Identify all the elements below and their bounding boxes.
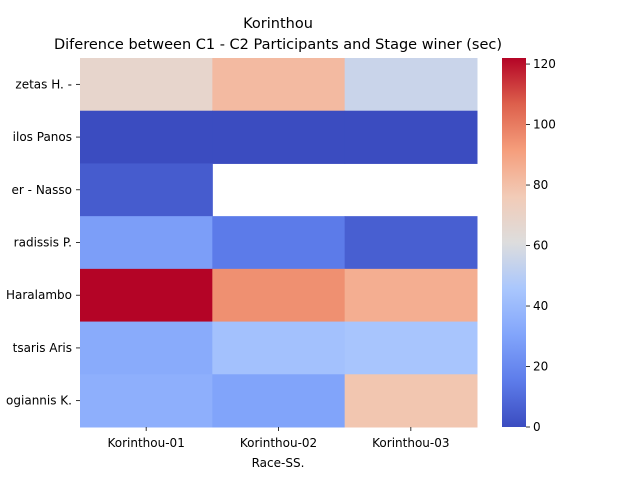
heatmap-cell: [212, 216, 346, 270]
heatmap-cell: [344, 110, 478, 164]
heatmap-cells: [80, 58, 478, 428]
heatmap-cell: [80, 216, 213, 270]
x-tick-label: Korinthou-02: [240, 436, 317, 450]
heatmap-cell: [212, 110, 346, 164]
heatmap-cell: [212, 58, 346, 112]
colorbar-tick-label: 0: [533, 420, 541, 434]
colorbar-tick-label: 120: [533, 57, 556, 71]
x-axis-label: Race-SS.: [252, 456, 305, 470]
colorbar: [502, 58, 526, 427]
y-tick-label: radissis P.: [14, 236, 72, 250]
heatmap-cell: [344, 268, 478, 323]
heatmap-cell: [344, 216, 478, 270]
chart-title: Korinthou: [243, 16, 313, 32]
y-tick-label: er - Nasso: [12, 183, 72, 197]
y-tick-label: Haralambo: [6, 288, 72, 302]
y-tick-label: zetas H. -: [15, 77, 72, 91]
x-tick-label: Korinthou-03: [372, 436, 449, 450]
x-tick-labels: Korinthou-01 Korinthou-02 Korinthou-03: [107, 427, 450, 450]
heatmap-cell: [344, 374, 478, 428]
heatmap-cell: [212, 374, 346, 428]
colorbar-ticks: 0 20 40 60 80 100 120: [526, 57, 556, 434]
colorbar-tick-label: 80: [533, 178, 548, 192]
heatmap-cell: [80, 110, 213, 164]
x-tick-label: Korinthou-01: [107, 436, 184, 450]
heatmap-cell: [80, 374, 213, 428]
colorbar-tick-label: 60: [533, 239, 548, 253]
heatmap-cell: [80, 58, 213, 112]
heatmap-cell: [80, 321, 213, 375]
y-tick-label: ilos Panos: [13, 130, 72, 144]
y-tick-label: tsaris Aris: [13, 341, 72, 355]
heatmap-cell: [80, 163, 213, 217]
heatmap-cell: [344, 58, 478, 112]
y-tick-label: ogiannis K.: [6, 394, 72, 408]
colorbar-tick-label: 100: [533, 118, 556, 132]
heatmap-cell: [212, 268, 346, 323]
y-tick-labels: zetas H. - ilos Panos er - Nasso radissis P…: [6, 77, 80, 408]
heatmap-cell: [80, 268, 213, 323]
chart-subtitle: Diference between C1 - C2 Participants a…: [54, 37, 502, 53]
heatmap-cell: [212, 321, 346, 375]
colorbar-tick-label: 40: [533, 299, 548, 313]
heatmap-cell: [344, 321, 478, 375]
colorbar-tick-label: 20: [533, 360, 548, 374]
